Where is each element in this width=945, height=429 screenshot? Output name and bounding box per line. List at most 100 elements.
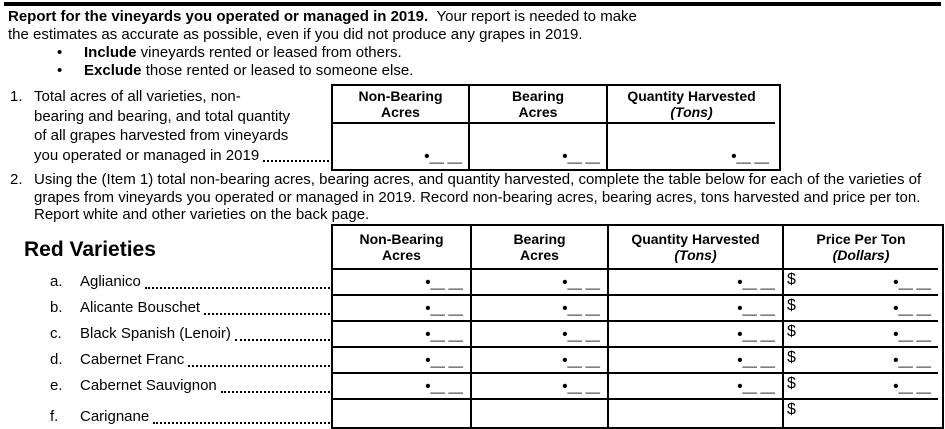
entry-mark: •__ __ [893,352,931,370]
cabernet-sauvignon-bearing-field[interactable]: •__ __ [472,374,609,400]
entry-mark: •__ __ [562,378,600,396]
top-divider [4,2,941,6]
header-line: Acres [382,247,421,263]
item-1: 1. Total acres of all varieties, non- be… [10,87,332,165]
bullet-include: • Include vineyards rented or leased fro… [8,44,940,62]
bullet-exclude-bold: Exclude [84,61,142,79]
cabernet-sauvignon-price-field[interactable]: $ •__ __ [784,374,938,400]
intro-lead-rest: Your report is needed to make [436,8,637,25]
totals-header-bearing: Bearing Acres [470,86,608,124]
item-2-text: Using the (Item 1) total non-bearing acr… [34,171,922,223]
item-2-number: 2. [10,171,23,188]
decimal-dot: • [424,148,430,165]
item-1-line: of all grapes harvested from vineyards [34,127,289,144]
entry-mark: •__ __ [737,352,775,370]
intro-line-2: the estimates as accurate as possible, e… [8,26,583,43]
alicante-bouschet-quantity-field[interactable]: •__ __ [609,296,784,322]
bullet-exclude-text: Exclude those rented or leased to someon… [84,61,414,80]
rv-header-quantity: Quantity Harvested (Tons) [609,226,784,270]
row-letter: a. [50,272,63,290]
entry-underscores: __ __ [567,353,600,368]
decimal-dot: • [737,378,743,395]
aglianico-nonbearing-field[interactable]: •__ __ [333,270,472,296]
totals-table: Non-Bearing Acres Bearing Acres Quantity… [331,84,781,171]
row-name: Cabernet Sauvignon [80,376,217,394]
header-line: Price Per Ton [816,231,906,247]
cabernet-franc-price-field[interactable]: $ •__ __ [784,348,938,374]
entry-mark: •__ __ [425,352,463,370]
totals-bearing-field[interactable]: •__ __ [470,124,608,169]
entry-underscores: __ __ [742,353,775,368]
aglianico-quantity-field[interactable]: •__ __ [609,270,784,296]
carignane-quantity-field[interactable] [609,400,784,427]
variety-label-aglianico: a. Aglianico [50,268,331,294]
decimal-dot: • [425,300,431,317]
entry-underscores: __ __ [742,301,775,316]
totals-nonbearing-field[interactable]: •__ __ [333,124,470,169]
black-spanish-price-field[interactable]: $ •__ __ [784,322,938,348]
cabernet-sauvignon-quantity-field[interactable]: •__ __ [609,374,784,400]
item-1-line: bearing and bearing, and total quantity [34,107,291,125]
item-1-line: you operated or managed in 2019 [34,146,330,166]
entry-underscores: __ __ [898,301,931,316]
carignane-price-field[interactable]: $ [784,400,938,427]
variety-label-alicante-bouschet: b. Alicante Bouschet [50,294,331,320]
row-letter: c. [50,324,62,342]
black-spanish-nonbearing-field[interactable]: •__ __ [333,322,472,348]
row-name: Carignane [80,407,150,425]
entry-underscores: __ __ [567,379,600,394]
alicante-bouschet-price-field[interactable]: $ •__ __ [784,296,938,322]
header-line: Quantity Harvested [627,88,756,104]
entry-mark: •__ __ [562,148,600,166]
entry-mark: •__ __ [425,326,463,344]
row-letter: b. [50,298,63,316]
entry-underscores: __ __ [430,353,463,368]
entry-mark: •__ __ [425,274,463,292]
entry-mark: •__ __ [562,274,600,292]
form-intro: Report for the vineyards you operated or… [8,8,940,79]
entry-mark: •__ __ [424,148,462,166]
aglianico-bearing-field[interactable]: •__ __ [472,270,609,296]
decimal-dot: • [562,274,568,291]
decimal-dot: • [893,378,899,395]
header-line: Acres [520,247,559,263]
item-1-line-text: you operated or managed in 2019 [34,146,260,164]
aglianico-price-field[interactable]: $ •__ __ [784,270,938,296]
entry-underscores: __ __ [430,275,463,290]
item-1-text: Total acres of all varieties, non- beari… [34,87,330,165]
entry-underscores: __ __ [742,327,775,342]
carignane-nonbearing-field[interactable] [333,400,472,427]
totals-quantity-field[interactable]: •__ __ [608,124,775,169]
cabernet-franc-bearing-field[interactable]: •__ __ [472,348,609,374]
entry-underscores: __ __ [898,327,931,342]
header-line: (Tons) [670,104,713,120]
bullet-icon: • [57,44,63,61]
item-1-line: Total acres of all varieties, non- [34,88,241,105]
carignane-bearing-field[interactable] [472,400,609,427]
row-name: Alicante Bouschet [80,298,201,316]
alicante-bouschet-bearing-field[interactable]: •__ __ [472,296,609,322]
totals-header-quantity: Quantity Harvested (Tons) [608,86,775,124]
dot-leader [204,301,330,315]
entry-mark: •__ __ [562,352,600,370]
black-spanish-bearing-field[interactable]: •__ __ [472,322,609,348]
header-line: Non-Bearing [358,88,443,104]
cabernet-sauvignon-nonbearing-field[interactable]: •__ __ [333,374,472,400]
bullet-include-rest: vineyards rented or leased from others. [136,44,402,61]
entry-mark: •__ __ [737,274,775,292]
entry-underscores: __ __ [567,149,600,164]
entry-underscores: __ __ [898,353,931,368]
entry-underscores: __ __ [898,275,931,290]
alicante-bouschet-nonbearing-field[interactable]: •__ __ [333,296,472,322]
item-1-number: 1. [10,88,23,105]
cabernet-franc-quantity-field[interactable]: •__ __ [609,348,784,374]
entry-mark: •__ __ [737,378,775,396]
black-spanish-quantity-field[interactable]: •__ __ [609,322,784,348]
decimal-dot: • [562,352,568,369]
dollar-sign: $ [787,297,796,314]
entry-underscores: __ __ [430,327,463,342]
bullet-exclude-rest: those rented or leased to someone else. [141,61,414,79]
cabernet-franc-nonbearing-field[interactable]: •__ __ [333,348,472,374]
entry-underscores: __ __ [567,301,600,316]
decimal-dot: • [562,326,568,343]
